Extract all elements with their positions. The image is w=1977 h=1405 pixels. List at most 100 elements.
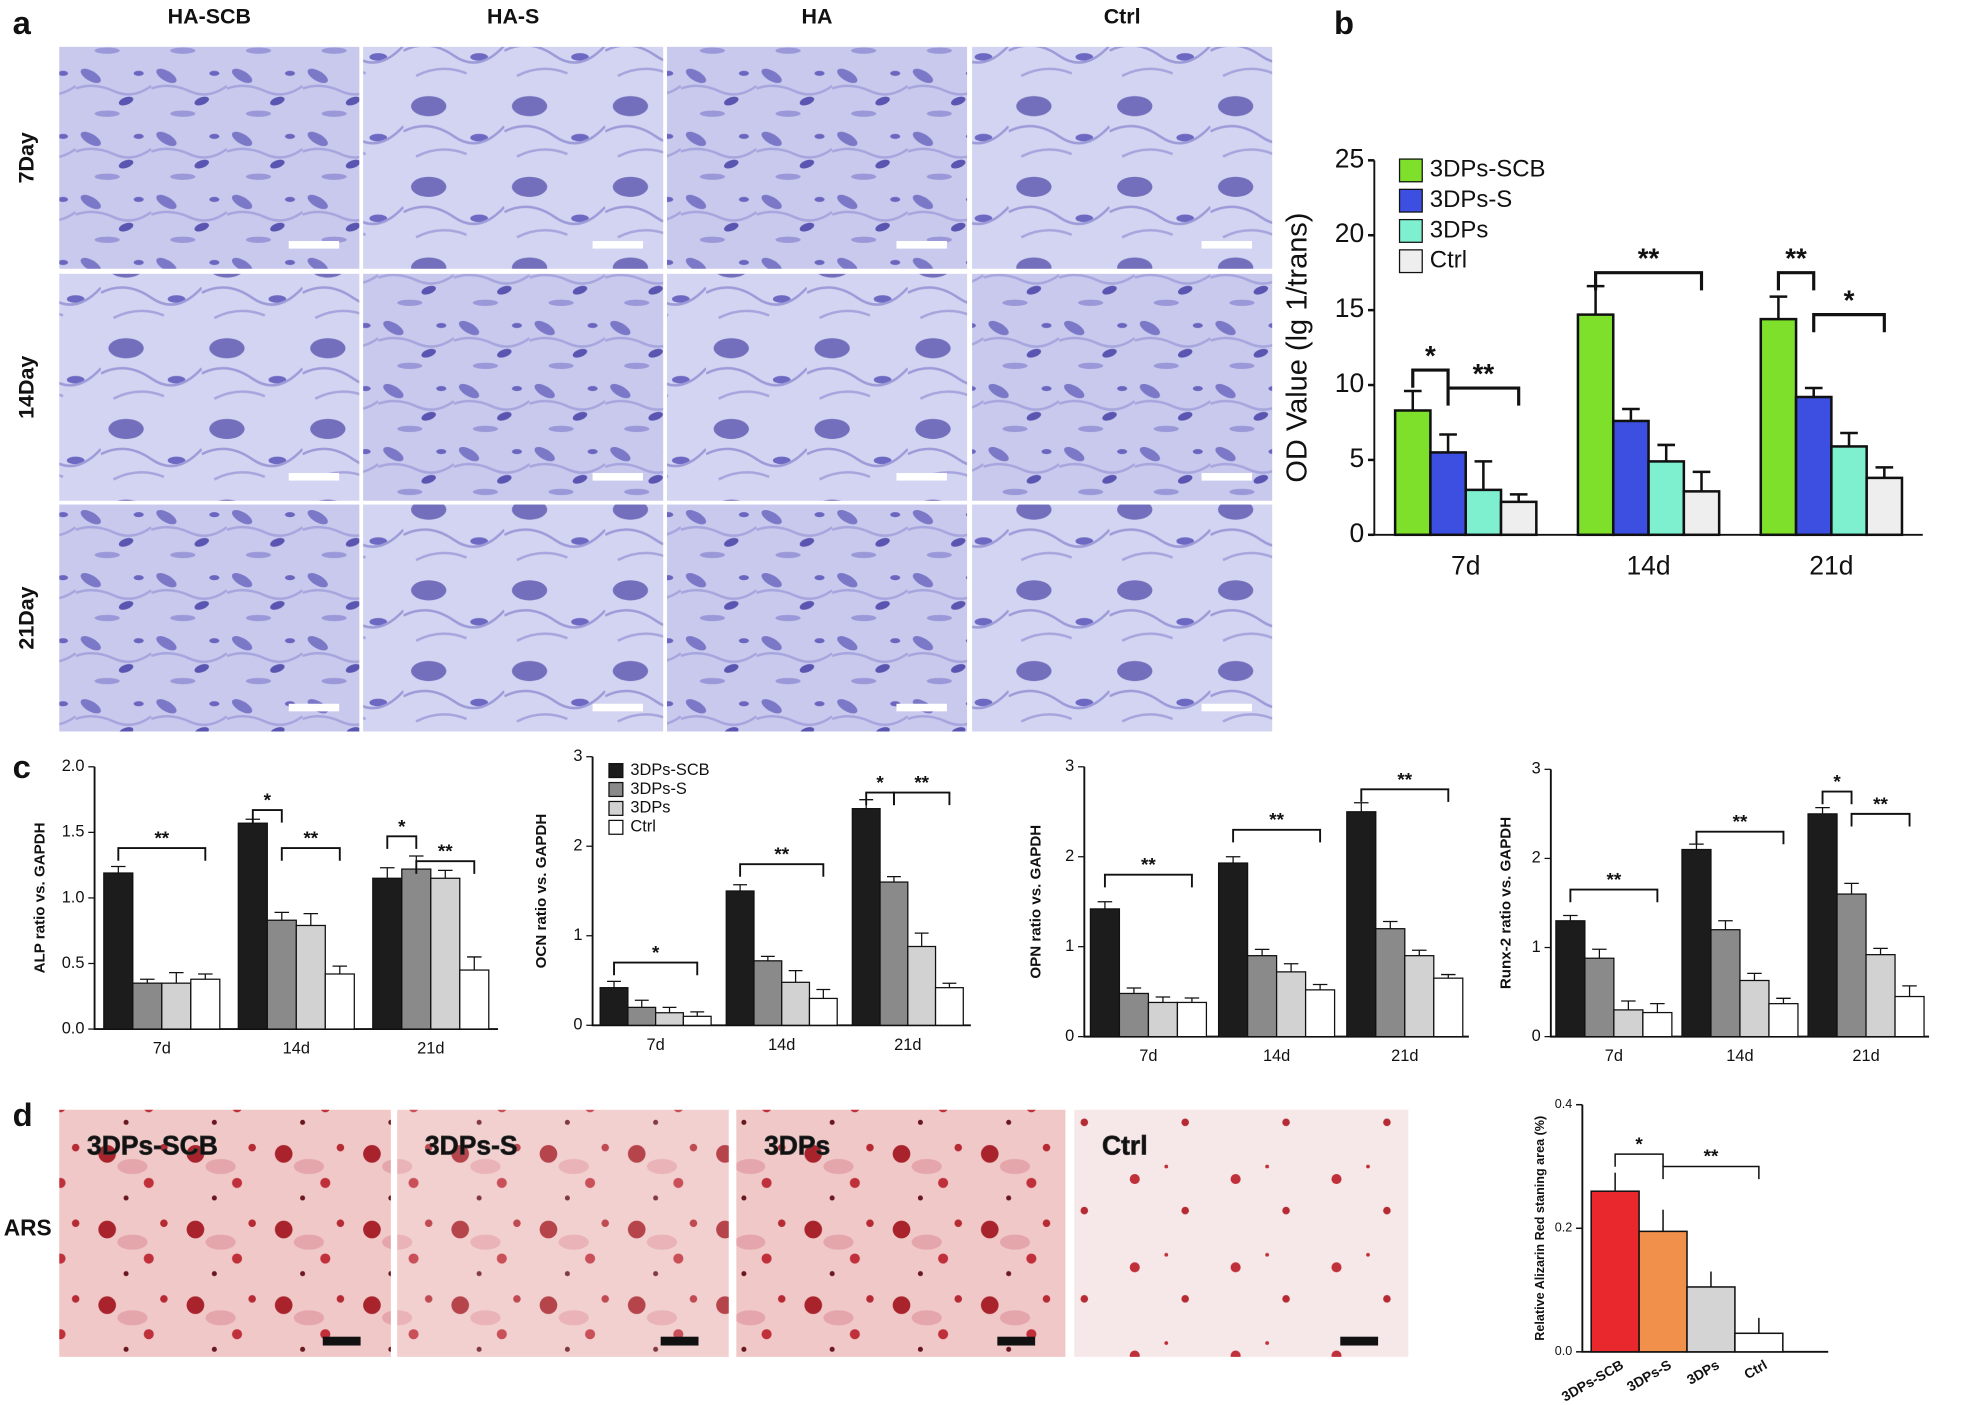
error-bar [1155, 996, 1171, 1003]
significance-bracket [1411, 368, 1450, 388]
y-tick-label: 0.2 [1555, 1221, 1573, 1235]
column-header: HA [802, 5, 833, 29]
scale-bar [1201, 473, 1253, 481]
significance-bracket [865, 791, 895, 806]
bar [753, 960, 783, 1026]
bar [682, 1015, 712, 1026]
error-bar [1354, 802, 1369, 812]
panel-label: d [13, 1096, 33, 1133]
bar [161, 982, 192, 1030]
bar [1642, 1011, 1673, 1038]
significance-label: ** [1473, 358, 1495, 389]
x-tick-label: 7d [1451, 551, 1480, 581]
significance-label: ** [1873, 794, 1888, 815]
y-axis-label: OD Value (lg 1/trans) [1281, 213, 1313, 483]
legend-label: 3DPs-S [1430, 186, 1512, 213]
significance-label: ** [1607, 870, 1622, 891]
row-label: 14Day [14, 356, 38, 419]
y-tick-label: 3 [573, 747, 582, 765]
y-tick-label: 25 [1335, 143, 1364, 173]
scale-bar [1201, 241, 1253, 249]
x-tick-label: 21d [417, 1040, 444, 1058]
error-bar [634, 999, 649, 1008]
bar [1794, 395, 1833, 537]
y-axis-label: Runx-2 ratio vs. GAPDH [1498, 817, 1515, 989]
significance-label: * [876, 773, 884, 794]
y-axis-label: OPN ratio vs. GAPDH [1027, 825, 1044, 979]
significance-bracket [1103, 873, 1193, 888]
bar [1404, 955, 1435, 1038]
column-header: HA-SCB [168, 5, 251, 29]
significance-bracket [739, 863, 825, 877]
scale-bar [288, 473, 340, 481]
error-bar [1412, 949, 1427, 956]
y-tick-label: 0.4 [1555, 1097, 1573, 1111]
y-tick-label: 0 [1349, 518, 1364, 548]
bar [1176, 1001, 1208, 1038]
legend-label: 3DPs-SCB [1430, 156, 1546, 183]
error-bar [140, 978, 155, 984]
x-tick-label: 21d [1391, 1047, 1418, 1065]
significance-bracket [1695, 830, 1785, 845]
significance-bracket [1569, 888, 1659, 903]
error-bar [1563, 914, 1578, 921]
y-tick-label: 1.0 [62, 888, 85, 906]
significance-bracket [1446, 386, 1521, 406]
significance-bracket [386, 835, 418, 849]
error-bar [1184, 997, 1200, 1003]
error-bar [1312, 983, 1328, 990]
bar [725, 890, 755, 1026]
legend-swatch [608, 800, 624, 816]
bar [1429, 451, 1467, 537]
y-axis-label: Relative Alizarin Red staning area (%) [1533, 1116, 1547, 1341]
y-axis-label: OCN ratio vs. GAPDH [533, 814, 550, 969]
error-bar [380, 867, 395, 879]
micrograph [363, 273, 664, 501]
y-tick-label: 0 [1532, 1027, 1541, 1045]
column-header: HA-S [487, 5, 539, 29]
error-bar [1126, 987, 1142, 994]
y-tick-label: 1.5 [62, 823, 85, 841]
bar [1611, 419, 1650, 537]
bar [1686, 1286, 1736, 1353]
significance-label: ** [1638, 243, 1660, 274]
significance-label: ** [1733, 812, 1748, 833]
significance-label: ** [438, 842, 453, 863]
error-bar [169, 972, 184, 984]
error-bar [111, 865, 126, 874]
x-tick-label: 7d [647, 1036, 665, 1054]
significance-bracket [613, 961, 699, 976]
error-bar [1657, 443, 1676, 462]
bar [1613, 1009, 1644, 1038]
significance-label: * [1833, 772, 1841, 793]
y-tick-label: 0.5 [62, 954, 85, 972]
bar [1638, 1230, 1688, 1353]
y-tick-label: 0 [1065, 1027, 1074, 1045]
error-bar [1840, 431, 1858, 447]
significance-bracket [1614, 1153, 1664, 1167]
x-tick-label: 7d [1605, 1047, 1623, 1065]
bar [1759, 317, 1798, 537]
legend-swatch [608, 819, 624, 835]
panel-label: c [13, 748, 31, 785]
y-tick-label: 2 [1065, 847, 1074, 865]
bar [237, 822, 268, 1030]
error-bar [1225, 856, 1241, 864]
bar [1304, 989, 1336, 1038]
y-tick-label: 15 [1335, 293, 1364, 323]
y-tick-label: 1 [1065, 937, 1074, 955]
y-tick-label: 0 [573, 1016, 582, 1034]
scale-bar [896, 241, 947, 249]
significance-bracket [1662, 1165, 1760, 1180]
x-tick-label: 14d [1263, 1047, 1290, 1065]
bar [1681, 848, 1712, 1038]
error-bar [438, 869, 453, 879]
scale-bar [660, 1336, 699, 1346]
error-bar [1689, 843, 1704, 850]
micrograph [736, 1109, 1066, 1357]
significance-label: * [1844, 284, 1855, 315]
error-bar [467, 956, 482, 971]
bar [132, 982, 163, 1030]
